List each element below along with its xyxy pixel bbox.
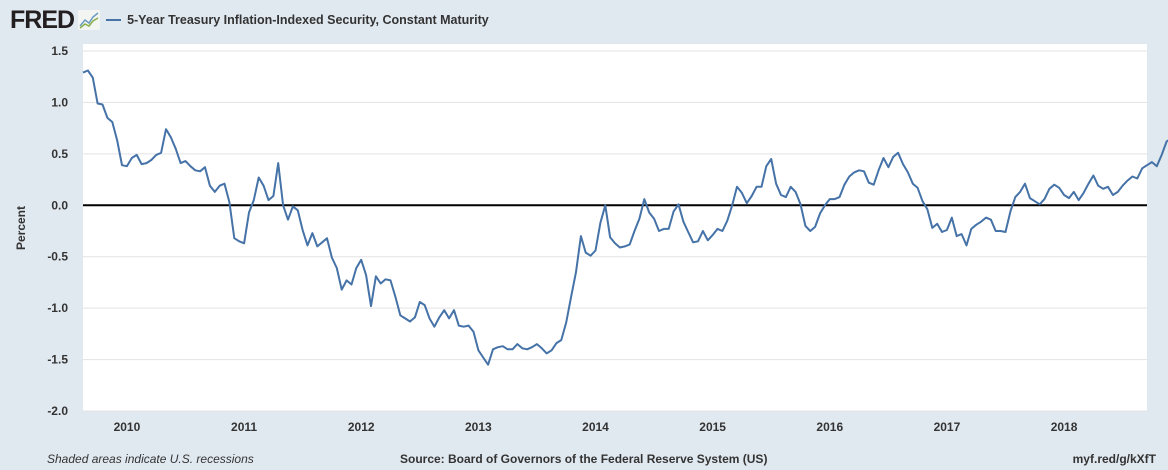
x-tick-label: 2012 [348, 420, 375, 434]
y-tick-label: 1.0 [51, 95, 68, 109]
legend-series-title[interactable]: 5-Year Treasury Inflation-Indexed Securi… [127, 13, 489, 27]
y-tick-label: -1.0 [47, 301, 68, 315]
y-tick-label: 0.0 [51, 198, 68, 212]
x-tick-label: 2016 [816, 420, 843, 434]
x-tick-label: 2017 [934, 420, 961, 434]
y-tick-label: -1.5 [47, 353, 68, 367]
legend-line-swatch [106, 19, 122, 21]
y-tick-label: 1.5 [51, 44, 68, 58]
x-tick-label: 2015 [699, 420, 726, 434]
plot-area [83, 44, 1147, 411]
y-tick-label: -2.0 [47, 404, 68, 418]
x-tick-label: 2014 [582, 420, 609, 434]
series-line [82, 69, 1168, 366]
recessions-note: Shaded areas indicate U.S. recessions [47, 452, 254, 466]
fred-logo[interactable]: FRED [10, 5, 75, 34]
x-tick-label: 2010 [114, 420, 141, 434]
short-url-link[interactable]: myf.red/g/kXfT [1072, 452, 1156, 466]
y-tick-label: 0.5 [51, 147, 68, 161]
chart-header: FRED 5-Year Treasury Inflation-Indexed S… [10, 6, 489, 34]
fred-graph-logo-icon [78, 10, 101, 30]
x-tick-label: 2018 [1051, 420, 1078, 434]
x-tick-label: 2013 [465, 420, 492, 434]
y-tick-label: -0.5 [47, 250, 68, 264]
x-tick-label: 2011 [231, 420, 257, 434]
source-note: Source: Board of Governors of the Federa… [400, 452, 768, 466]
y-axis-label: Percent [14, 206, 28, 250]
